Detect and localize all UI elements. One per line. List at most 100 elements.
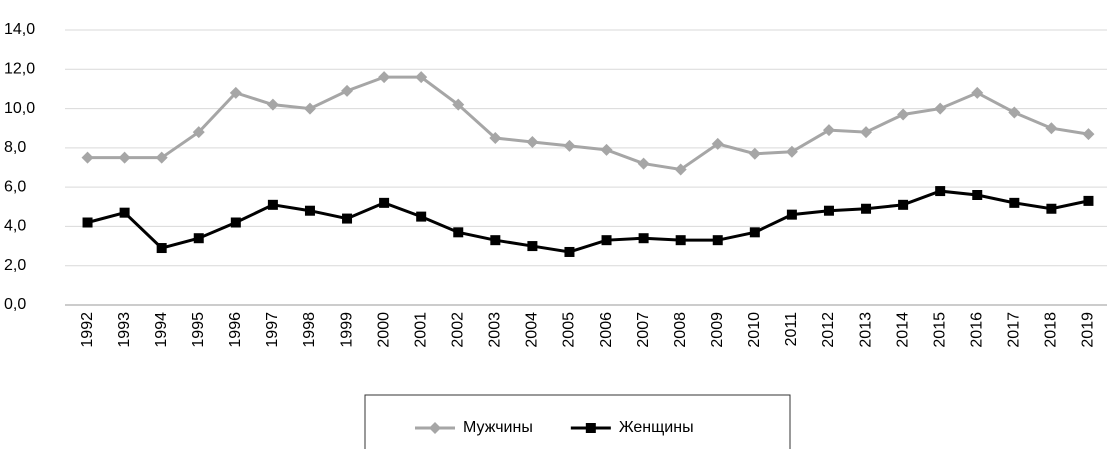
y-tick-label: 8,0 (4, 139, 26, 156)
point (82, 217, 93, 228)
y-tick-label: 4,0 (4, 218, 26, 235)
legend-box (364, 394, 791, 449)
x-tick-label: 2002 (449, 312, 466, 348)
x-tick-label: 2009 (709, 312, 726, 348)
x-tick-label: 1997 (264, 312, 281, 348)
y-tick-label: 0,0 (4, 296, 26, 313)
point (192, 126, 205, 139)
point (711, 137, 724, 150)
x-tick-label: 1996 (227, 312, 244, 348)
x-tick-label: 2016 (968, 312, 985, 348)
point (785, 145, 798, 158)
x-tick-label: 2010 (746, 312, 763, 348)
point (822, 124, 835, 137)
point (1046, 203, 1057, 214)
point (429, 422, 441, 434)
point (527, 241, 538, 252)
point (600, 143, 613, 156)
x-tick-label: 1993 (116, 312, 133, 348)
point (453, 227, 464, 238)
point (563, 139, 576, 152)
point (118, 151, 131, 164)
legend-label: Женщины (619, 419, 694, 436)
point (526, 135, 539, 148)
point (342, 213, 353, 224)
x-tick-label: 2019 (1080, 312, 1097, 348)
point (267, 199, 278, 210)
y-tick-label: 6,0 (4, 178, 26, 195)
point (156, 243, 167, 254)
point (303, 102, 316, 115)
y-tick-label: 2,0 (4, 257, 26, 274)
legend: Мужчины Женщины (364, 394, 791, 449)
point (897, 108, 910, 121)
x-tick-label: 2018 (1043, 312, 1060, 348)
point (230, 217, 241, 228)
point (675, 235, 686, 246)
point (229, 86, 242, 99)
x-tick-label: 2008 (672, 312, 689, 348)
point (1045, 122, 1058, 135)
point (1009, 197, 1020, 208)
point (585, 423, 596, 433)
point (749, 227, 760, 238)
point (637, 157, 650, 170)
point (601, 235, 612, 246)
point (266, 98, 279, 111)
point (155, 151, 168, 164)
x-tick-label: 2000 (375, 312, 392, 348)
series-line (87, 189, 1089, 254)
x-tick-label: 2014 (894, 312, 911, 348)
point (489, 132, 502, 145)
point (971, 86, 984, 99)
point (786, 209, 797, 220)
point (934, 102, 947, 115)
point (638, 233, 649, 244)
y-tick-label: 10,0 (4, 100, 35, 117)
point (1083, 195, 1094, 206)
point (674, 163, 687, 176)
point (823, 205, 834, 216)
point (712, 235, 723, 246)
point (119, 207, 130, 218)
point (378, 71, 391, 84)
x-tick-label: 2015 (931, 312, 948, 348)
point (341, 84, 354, 97)
point (490, 235, 501, 246)
point (304, 205, 315, 216)
point (861, 203, 872, 214)
point (972, 190, 983, 200)
x-tick-label: 2007 (635, 312, 652, 348)
y-tick-label: 14,0 (4, 21, 35, 38)
x-tick-label: 1995 (190, 312, 207, 348)
legend-label: Мужчины (463, 419, 533, 436)
point (860, 126, 873, 139)
x-tick-label: 1992 (79, 312, 96, 348)
x-tick-label: 1998 (301, 312, 318, 348)
point (748, 147, 761, 160)
x-tick-label: 1999 (338, 312, 355, 348)
point (935, 186, 946, 197)
x-tick-label: 2006 (598, 312, 615, 348)
point (379, 197, 390, 208)
point (1008, 106, 1021, 119)
x-tick-label: 2004 (524, 312, 541, 348)
point (452, 98, 465, 111)
x-tick-label: 2012 (820, 312, 837, 348)
point (1082, 128, 1095, 141)
y-tick-label: 12,0 (4, 61, 35, 78)
x-tick-label: 2017 (1006, 312, 1023, 348)
point (81, 151, 94, 164)
x-tick-label: 1994 (153, 312, 170, 348)
point (415, 71, 428, 84)
x-tick-label: 2001 (412, 312, 429, 348)
x-tick-label: 2003 (487, 312, 504, 348)
point (416, 211, 427, 222)
series-line (87, 75, 1089, 172)
point (898, 199, 909, 210)
x-tick-label: 2005 (561, 312, 578, 348)
x-tick-label: 2013 (857, 312, 874, 348)
point (193, 233, 204, 244)
x-tick-label: 2011 (783, 312, 800, 347)
